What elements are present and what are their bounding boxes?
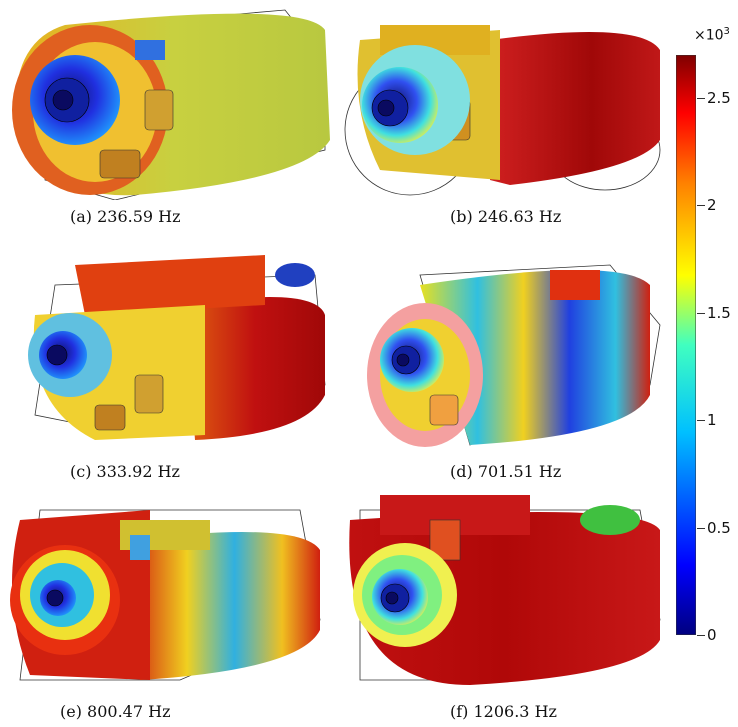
colorbar-tick-label: 1.5: [707, 303, 731, 322]
colorbar-tick-label: 1: [707, 411, 717, 430]
colorbar-tick-label: 0.5: [707, 518, 731, 537]
colorbar-tick: [697, 312, 705, 314]
panel-c-mode-shape: [15, 245, 335, 445]
panel-b-caption: (b) 246.63 Hz: [450, 207, 562, 226]
panel-f-mode-shape: [340, 480, 670, 690]
panel-f-caption: (f) 1206.3 Hz: [450, 702, 557, 721]
colorbar: [676, 55, 696, 635]
panel-e-caption: (e) 800.47 Hz: [60, 702, 171, 721]
panel-a-mode-shape: [5, 0, 335, 200]
colorbar-tick: [697, 97, 705, 99]
panel-b-mode-shape: [340, 10, 670, 200]
colorbar-tick: [697, 205, 705, 207]
panel-e-mode-shape: [0, 480, 330, 690]
colorbar-tick: [697, 527, 705, 529]
panel-a-caption: (a) 236.59 Hz: [70, 207, 181, 226]
panel-d-caption: (d) 701.51 Hz: [450, 462, 562, 481]
colorbar-tick-label: 2: [707, 196, 717, 215]
colorbar-multiplier: ×103: [694, 26, 730, 44]
colorbar-tick-label: 0: [707, 626, 717, 644]
colorbar-tick: [697, 420, 705, 422]
colorbar-tick-label: 2.5: [707, 88, 731, 107]
panel-c-caption: (c) 333.92 Hz: [70, 462, 180, 481]
panel-d-mode-shape: [360, 245, 665, 455]
colorbar-tick: [697, 635, 705, 636]
